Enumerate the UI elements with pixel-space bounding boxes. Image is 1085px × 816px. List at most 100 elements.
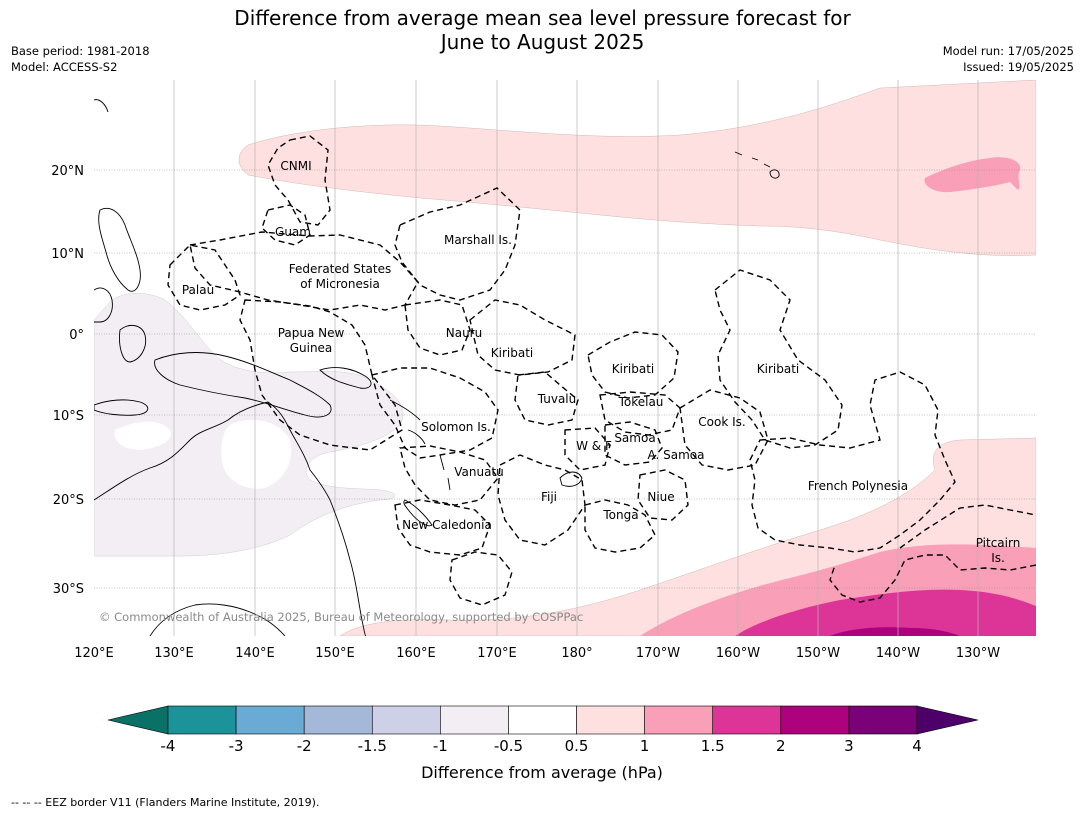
australia-coast [94,401,367,636]
anomaly-neg-hole-2 [114,421,171,450]
label-kiribati-east: Kiribati [757,362,799,376]
eez-nauru [404,299,471,356]
meta-right: Model run: 17/05/2025 Issued: 19/05/2025 [943,43,1074,75]
japan-coast [94,99,109,113]
label-pitcairn-1: Pitcairn [976,536,1021,550]
colorbar-segment [508,705,577,735]
colorbar-tick-label: -1.5 [358,737,387,755]
label-fsm-2: of Micronesia [300,277,380,291]
new-britain-coast [319,367,372,389]
colorbar-title: Difference from average (hPa) [421,763,663,782]
label-fsm-1: Federated States [289,262,391,276]
lat-tick: 20°S [53,493,84,508]
colorbar-segment [712,705,782,735]
colorbar-tick-label: 1.5 [701,737,725,755]
eez-marshall [394,187,521,301]
label-vanuatu: Vanuatu [454,465,504,479]
indonesia-coast-2 [119,324,147,363]
label-png-1: Papua New [278,326,345,340]
meta-left: Base period: 1981-2018 Model: ACCESS-S2 [11,43,150,75]
fiji-coast [559,471,583,487]
colorbar-tick-label: -2 [297,737,312,755]
eez-tonga [584,499,656,553]
base-period: Base period: 1981-2018 [11,44,150,58]
colorbar-tick-label: 4 [912,737,922,755]
lon-tick: 180° [561,646,592,661]
colorbar-tick-label: 3 [844,737,854,755]
colorbar-segment [576,705,645,735]
eez-fiji [497,454,586,546]
region-labels: CNMI Guam Marshall Is. Federated States … [182,159,1020,565]
australia-south-coast [149,603,286,636]
label-cook: Cook Is. [698,415,745,429]
eez-frpoly [749,371,956,553]
chart-title-line-1: Difference from average mean sea level p… [234,6,851,30]
colorbar-segment [780,705,850,735]
eez-kiribati-e [714,269,843,449]
chart-title-line-2: June to August 2025 [440,30,645,54]
colorbar: -4 -3 -2 -1.5 -1 -0.5 0.5 1 1.5 2 3 4 [107,705,979,755]
lon-tick: 160°E [396,646,436,661]
colorbar-segment [848,705,918,735]
label-kiribati-west: Kiribati [491,346,533,360]
label-tonga: Tonga [602,508,638,522]
eez-cook [679,389,769,471]
colorbar-segment [303,705,373,735]
issued-date: Issued: 19/05/2025 [963,60,1074,74]
label-guam: Guam [275,225,311,239]
colorbar-tick-label: 2 [776,737,786,755]
label-pitcairn-2: Is. [991,551,1005,565]
label-palau: Palau [182,283,214,297]
colorbar-segment [167,705,237,735]
label-cnmi: CNMI [280,159,311,173]
colorbar-tick-label: 0.5 [565,737,589,755]
anomaly-1-1.5-north [924,157,1021,193]
colorbar-segment [235,705,305,735]
lon-tick: 120°E [74,646,114,661]
eez-samoa [604,421,663,466]
grid-lines [94,80,1036,636]
lat-tick: 30°S [53,582,84,597]
label-niue: Niue [647,490,674,504]
eez-guam [261,204,311,246]
label-asamoa: A. Samoa [648,448,705,462]
eez-pitcairn [829,504,1036,603]
label-solomon: Solomon Is. [421,420,491,434]
lon-tick: 140°W [876,646,920,661]
eez-tokelau [599,391,681,436]
solomon-coast [389,399,426,445]
coastlines [94,99,780,636]
label-kiribati-central: Kiribati [612,362,654,376]
philippines-coast [98,207,141,292]
lat-tick: 20°N [51,164,84,179]
label-samoa: Samoa [614,431,655,445]
eez-palau [167,244,241,311]
hawaii-coast [734,151,780,179]
label-fiji: Fiji [541,490,557,504]
lon-tick: 130°E [154,646,194,661]
lat-tick: 10°N [51,247,84,262]
eez-kiribati-c [587,331,679,399]
vanuatu-coast [439,454,451,491]
eez-fsm [189,231,419,311]
eez-borders [167,135,1036,606]
lon-tick: 140°E [235,646,275,661]
colorbar-tick-label: -3 [229,737,244,755]
borneo-coast [94,287,113,323]
colorbar-tick-label: -0.5 [494,737,523,755]
eez-png [239,299,403,451]
eez-vanuatu [399,445,499,506]
colorbar-tick-label: 1 [640,737,650,755]
colorbar-tick-label: -1 [433,737,448,755]
lat-tick: 10°S [53,409,84,424]
model-name: Model: ACCESS-S2 [11,60,118,74]
label-new-caledonia: New Caledonia [402,518,492,532]
lon-tick: 170°E [477,646,517,661]
new-guinea-coast [154,352,332,418]
colorbar-segment [371,705,441,735]
label-nauru: Nauru [446,326,482,340]
label-french-polynesia: French Polynesia [808,479,908,493]
label-wf: W & F [576,439,612,453]
colorbar-extend-low [107,705,169,735]
